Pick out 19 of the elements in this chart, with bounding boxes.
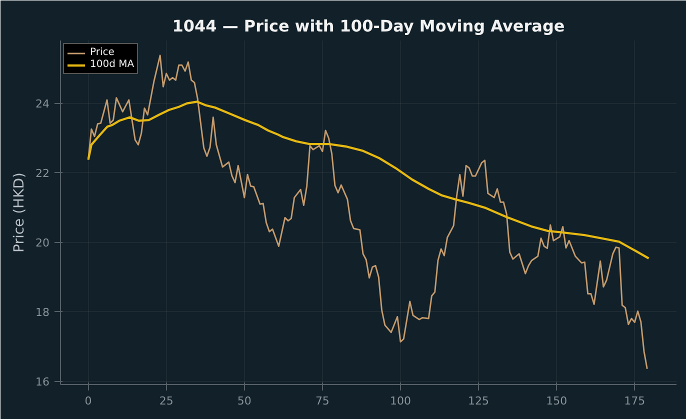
y-axis-title: Price (HKD) <box>12 172 28 253</box>
y-tick-label: 18 <box>36 306 50 320</box>
legend-label: Price <box>90 47 114 58</box>
y-tick-label: 22 <box>36 167 50 180</box>
line-series <box>88 54 648 370</box>
line-series <box>87 100 650 260</box>
legend-label: 100d MA <box>90 59 134 70</box>
y-tick-label: 16 <box>36 376 50 389</box>
x-tick-label: 0 <box>84 394 92 408</box>
x-tick-label: 150 <box>546 394 568 408</box>
x-tick-label: 25 <box>159 394 174 408</box>
chart-title: 1044 — Price with 100-Day Moving Average <box>172 16 565 36</box>
x-tick-label: 100 <box>390 394 412 408</box>
y-tick-label: 20 <box>36 236 50 250</box>
y-tick-label: 24 <box>36 98 50 111</box>
x-tick-label: 175 <box>624 394 646 408</box>
x-tick-label: 50 <box>237 394 252 408</box>
x-tick-label: 75 <box>315 394 330 408</box>
x-tick-label: 125 <box>468 394 490 408</box>
